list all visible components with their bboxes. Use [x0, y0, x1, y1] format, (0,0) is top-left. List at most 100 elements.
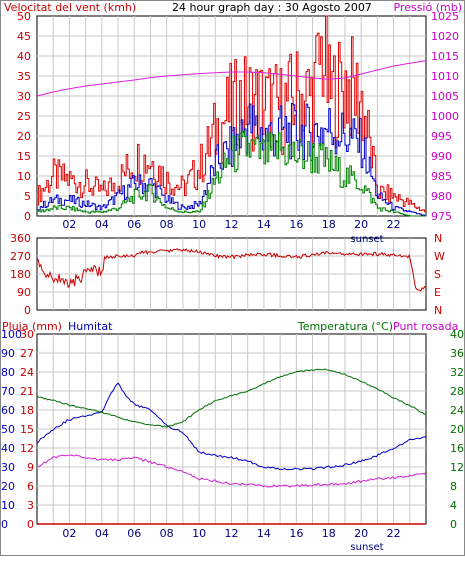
y-tick-label-wind: 35 [17, 70, 31, 83]
x-tick-label: 02 [62, 527, 76, 540]
y-tick-label-humidity: 100 [1, 328, 22, 341]
y-tick-label-wind: 45 [17, 30, 31, 43]
y2-tick-label-pressure: 985 [431, 170, 452, 183]
compass-label: E [434, 286, 441, 299]
sunset-label-bottom: sunset [350, 542, 383, 553]
y-tick-label-humidity: 0 [1, 518, 8, 531]
x-tick-label: 16 [289, 527, 303, 540]
wind-series-pressure [36, 60, 427, 97]
graph-title: 24 hour graph day : 30 Agosto 2007 [172, 1, 372, 14]
y2-tick-label-pressure: 1015 [431, 50, 459, 63]
y2-tick-label-pressure: 975 [431, 210, 452, 223]
climate-series-humidity [36, 382, 427, 471]
y2-tick-label-pressure: 1010 [431, 70, 459, 83]
y-tick-label-rain: 3 [27, 499, 34, 512]
y2-tick-label-temperature: 16 [450, 442, 464, 455]
y-tick-label-rain: 9 [27, 461, 34, 474]
x-tick-label: 14 [257, 218, 271, 231]
y-tick-label-humidity: 40 [1, 442, 15, 455]
x-tick-label: 06 [127, 527, 141, 540]
y2-tick-label-temperature: 0 [450, 518, 457, 531]
y-tick-label-rain: 6 [27, 480, 34, 493]
y-tick-label-humidity: 80 [1, 366, 15, 379]
climate-series-temperature [36, 368, 427, 428]
y-tick-label-rain: 12 [20, 442, 34, 455]
x-tick-label: 10 [192, 218, 206, 231]
x-tick-label: 06 [127, 218, 141, 231]
y-tick-label-direction: 270 [10, 250, 31, 263]
x-tick-label: 04 [95, 527, 109, 540]
y-tick-label-rain: 0 [27, 518, 34, 531]
y-tick-label-rain: 24 [20, 366, 34, 379]
y2-tick-label-temperature: 8 [450, 480, 457, 493]
x-tick-label: 08 [160, 218, 174, 231]
y2-tick-label-pressure: 1000 [431, 110, 459, 123]
y-tick-label-wind: 0 [24, 210, 31, 223]
y-tick-label-wind: 15 [17, 150, 31, 163]
compass-label: S [434, 268, 441, 281]
x-tick-label: 08 [160, 527, 174, 540]
wind-series-average [37, 130, 426, 217]
y-tick-label-direction: 90 [17, 286, 31, 299]
y-tick-label-direction: 0 [24, 304, 31, 317]
y2-tick-label-pressure: 990 [431, 150, 452, 163]
y-tick-label-direction: 360 [10, 232, 31, 245]
y-tick-label-humidity: 70 [1, 385, 15, 398]
y-tick-label-wind: 40 [17, 50, 31, 63]
dewpoint-title: Punt rosada [393, 320, 458, 333]
y2-tick-label-pressure: 1025 [431, 10, 459, 23]
y-tick-label-rain: 21 [20, 385, 34, 398]
y-tick-label-rain: 27 [20, 347, 34, 360]
y2-tick-label-temperature: 28 [450, 385, 464, 398]
pressure-title: Pressió (mb) [393, 1, 462, 14]
y-tick-label-humidity: 60 [1, 404, 15, 417]
y-tick-label-humidity: 20 [1, 480, 15, 493]
humidity-title: Humitat [68, 320, 113, 333]
y2-tick-label-pressure: 995 [431, 130, 452, 143]
y2-tick-label-temperature: 32 [450, 366, 464, 379]
compass-label: W [434, 250, 445, 263]
x-tick-label: 12 [225, 527, 239, 540]
y-tick-label-wind: 50 [17, 10, 31, 23]
x-tick-label: 04 [95, 218, 109, 231]
y2-tick-label-temperature: 12 [450, 461, 464, 474]
y-tick-label-rain: 30 [20, 328, 34, 341]
y2-tick-label-temperature: 20 [450, 423, 464, 436]
x-tick-label: 02 [62, 218, 76, 231]
y-tick-label-direction: 180 [10, 268, 31, 281]
y2-tick-label-pressure: 1005 [431, 90, 459, 103]
x-tick-label: 20 [354, 527, 368, 540]
y-tick-label-wind: 20 [17, 130, 31, 143]
x-tick-label: 12 [225, 218, 239, 231]
x-tick-label: 20 [354, 218, 368, 231]
series-layer [36, 15, 427, 525]
y2-tick-label-temperature: 24 [450, 404, 464, 417]
temperature-title: Temperatura (°C) [297, 320, 393, 333]
y-tick-label-humidity: 90 [1, 347, 15, 360]
y2-tick-label-temperature: 4 [450, 499, 457, 512]
y2-tick-label-temperature: 40 [450, 328, 464, 341]
x-tick-label: 10 [192, 527, 206, 540]
y-tick-label-humidity: 10 [1, 499, 15, 512]
compass-label: N [434, 304, 442, 317]
y2-tick-label-pressure: 1020 [431, 30, 459, 43]
sunset-label-top: sunset [350, 234, 383, 245]
y-tick-label-rain: 18 [20, 404, 34, 417]
wind-title: Velocitat del vent (kmh) [4, 1, 136, 14]
y2-tick-label-temperature: 36 [450, 347, 464, 360]
y-tick-label-wind: 25 [17, 110, 31, 123]
y-tick-label-wind: 5 [24, 190, 31, 203]
y-tick-label-wind: 30 [17, 90, 31, 103]
rain-title: Pluja (mm) [2, 320, 62, 333]
x-tick-label: 16 [289, 218, 303, 231]
y2-tick-label-pressure: 980 [431, 190, 452, 203]
x-tick-label: 22 [387, 218, 401, 231]
x-tick-label: 14 [257, 527, 271, 540]
y-tick-label-humidity: 30 [1, 461, 15, 474]
wind-series-speed [37, 102, 427, 217]
climate-series-dewpoint [36, 454, 427, 488]
x-tick-label: 18 [322, 527, 336, 540]
x-tick-label: 22 [387, 527, 401, 540]
